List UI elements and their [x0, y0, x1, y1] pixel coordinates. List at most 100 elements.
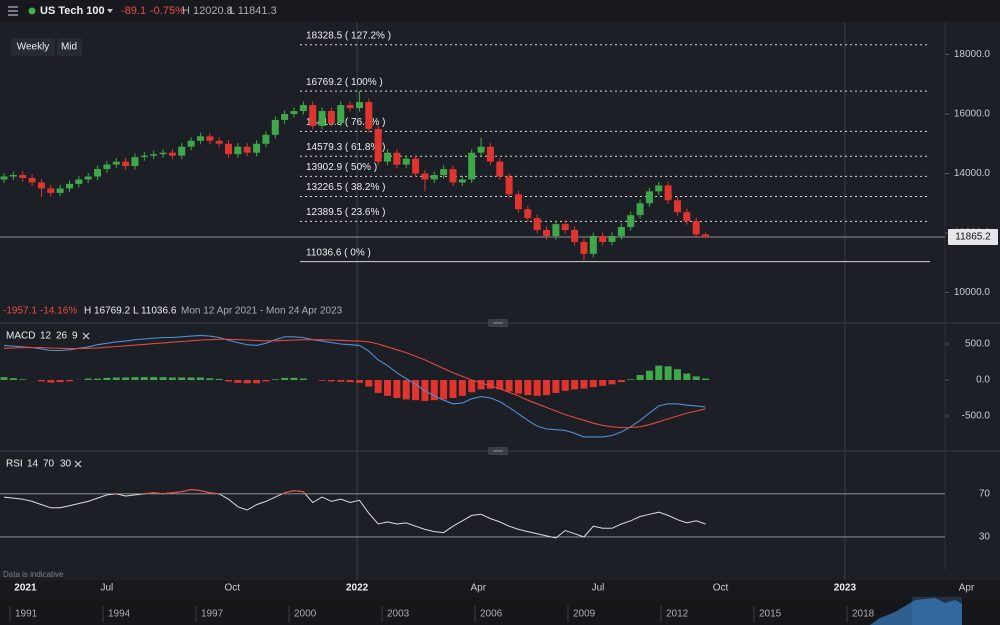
rsi-remove[interactable] [74, 460, 82, 468]
macd-histogram-bar [243, 380, 251, 384]
price-type-button[interactable] [57, 38, 82, 56]
y-tick-label: 16000.0 [954, 109, 991, 120]
macd-histogram-bar [571, 380, 579, 390]
navigator-window[interactable] [912, 597, 962, 625]
candle-body [318, 111, 326, 126]
x-tick-label: Jul [101, 583, 114, 594]
candle-body [187, 140, 195, 147]
macd-histogram-bar [94, 378, 102, 381]
candle-body [673, 200, 681, 213]
candle-body [140, 155, 148, 158]
macd-remove[interactable] [82, 332, 90, 340]
macd-histogram-bar [253, 380, 261, 384]
macd-histogram-bar [524, 380, 532, 396]
session-high: H 12020.8 [182, 5, 233, 17]
macd-histogram-bar [580, 380, 588, 389]
candle-body [19, 174, 27, 178]
macd-histogram-bar [496, 380, 504, 390]
market-open-dot [28, 7, 36, 15]
candle-body [627, 215, 635, 228]
macd-histogram-bar [458, 380, 466, 396]
macd-histogram-bar [664, 366, 672, 381]
symbol-dropdown[interactable] [107, 9, 113, 13]
symbol[interactable]: US Tech 100 [40, 5, 105, 17]
timeframe-label[interactable]: Weekly [17, 42, 50, 53]
macd-histogram-bar [402, 380, 410, 400]
macd-histogram-bar [112, 377, 120, 381]
candle-body [309, 105, 317, 126]
navigator-label: 2009 [573, 609, 596, 620]
macd-title: MACD [6, 331, 35, 342]
candle-body [28, 177, 36, 183]
candle-body [112, 161, 120, 165]
range-change: -1957.1 [3, 306, 37, 317]
macd-line [3, 334, 706, 438]
timeframe-button[interactable] [11, 38, 55, 56]
navigator-label: 2003 [387, 609, 410, 620]
macd-histogram-bar [318, 380, 326, 381]
y-tick-label: 30 [979, 532, 991, 543]
candle-body [37, 182, 45, 189]
price-type-label[interactable]: Mid [61, 42, 77, 53]
candle-body [486, 146, 494, 162]
candle-body [608, 235, 616, 242]
macd-histogram-bar [262, 380, 270, 382]
candle-body [206, 136, 214, 141]
macd-histogram-bar [514, 380, 522, 394]
macd-histogram-bar [346, 380, 354, 383]
macd-histogram-bar [187, 377, 195, 381]
rsi-title: RSI [6, 459, 23, 470]
macd-histogram-bar [374, 380, 382, 393]
time-axis-bar [0, 580, 1000, 596]
macd-histogram-bar [702, 378, 710, 381]
candle-body [430, 174, 438, 180]
candle-body [440, 169, 448, 175]
macd-histogram-bar [122, 377, 130, 381]
candle-body [131, 157, 139, 167]
macd-histogram-bar [290, 377, 298, 381]
macd-param: 9 [72, 331, 78, 342]
menu-icon[interactable] [8, 6, 18, 16]
macd-histogram-bar [552, 380, 560, 393]
macd-histogram-bar [412, 380, 420, 401]
macd-histogram-bar [215, 378, 223, 381]
candle-body [75, 179, 83, 184]
candle-body [477, 146, 485, 153]
macd-histogram-bar [477, 380, 485, 390]
navigator-label: 1991 [15, 609, 38, 620]
price-change-pct: -0.75% [150, 5, 185, 17]
navigator-label: 1997 [201, 609, 224, 620]
candle-body [365, 102, 373, 129]
macd-histogram-bar [683, 373, 691, 381]
x-tick-label: Apr [470, 583, 486, 594]
candle-body [150, 154, 158, 156]
macd-histogram-bar [636, 374, 644, 381]
candle-body [505, 176, 513, 195]
candle-body [290, 111, 298, 115]
macd-histogram-bar [533, 380, 541, 396]
candle-body [355, 102, 363, 109]
candle-body [571, 230, 579, 242]
candle-body [496, 161, 504, 177]
y-tick-label: 10000.0 [954, 287, 991, 298]
candle-body [449, 169, 457, 183]
macd-param: 26 [56, 331, 68, 342]
candle-body [84, 176, 92, 180]
macd-histogram-bar [327, 380, 335, 382]
candle-body [664, 185, 672, 201]
candle-body [56, 188, 64, 193]
navigator[interactable] [0, 597, 1000, 625]
fib-label: 13902.9 ( 50% ) [306, 162, 377, 173]
macd-histogram-bar [355, 380, 363, 383]
macd-histogram-bar [168, 377, 176, 381]
macd-histogram-bar [449, 380, 457, 399]
last-price-label: 11865.2 [955, 232, 991, 243]
macd-histogram-bar [225, 380, 233, 382]
fib-label: 14579.3 ( 61.8% ) [306, 142, 386, 153]
candle-body [589, 235, 597, 254]
candle-body [0, 176, 8, 180]
macd-histogram-bar [196, 377, 204, 381]
y-tick-label: 18000.0 [954, 49, 991, 60]
fib-label: 12389.5 ( 23.6% ) [306, 207, 386, 218]
y-tick-label: 0.0 [976, 375, 990, 386]
